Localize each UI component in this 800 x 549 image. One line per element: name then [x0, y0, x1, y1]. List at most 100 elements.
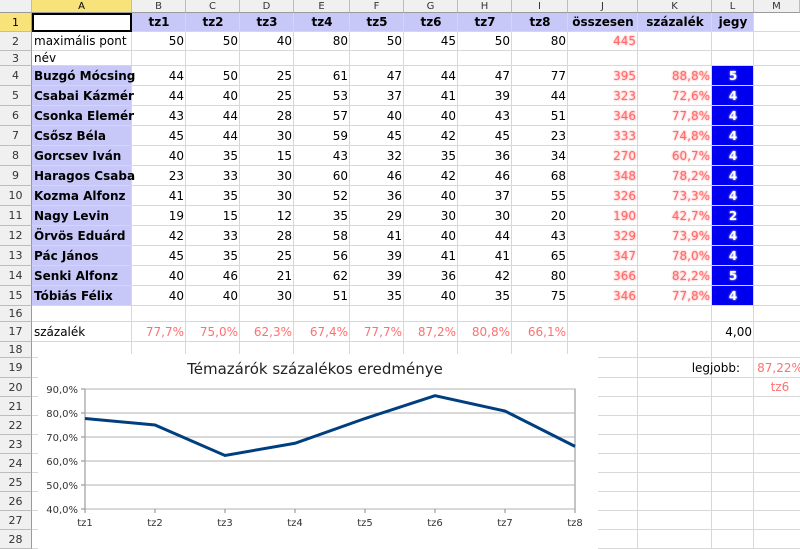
- student-percent[interactable]: 60,7%: [671, 149, 710, 163]
- score-value[interactable]: 23: [550, 129, 566, 143]
- score-value[interactable]: 44: [440, 69, 456, 83]
- score-value[interactable]: 37: [494, 189, 510, 203]
- score-value[interactable]: 35: [494, 289, 510, 303]
- row-header-13[interactable]: 13: [0, 246, 32, 266]
- header-tz7[interactable]: tz7: [474, 15, 496, 29]
- student-name[interactable]: Buzgó Mócsing: [34, 69, 136, 83]
- student-name[interactable]: Kozma Alfonz: [34, 189, 126, 203]
- score-value[interactable]: 42: [440, 129, 456, 143]
- score-value[interactable]: 65: [550, 249, 566, 263]
- score-value[interactable]: 25: [276, 69, 292, 83]
- score-value[interactable]: 35: [440, 149, 456, 163]
- row-header-28[interactable]: 28: [0, 530, 32, 549]
- score-value[interactable]: 41: [168, 189, 184, 203]
- score-value[interactable]: 68: [550, 169, 566, 183]
- score-value[interactable]: 44: [168, 69, 184, 83]
- column-header-j[interactable]: J: [568, 0, 638, 13]
- score-value[interactable]: 55: [550, 189, 566, 203]
- header-százalék[interactable]: százalék: [646, 15, 704, 29]
- score-value[interactable]: 40: [386, 109, 402, 123]
- student-total[interactable]: 348: [613, 169, 636, 183]
- row-header-14[interactable]: 14: [0, 266, 32, 286]
- column-header-g[interactable]: G: [404, 0, 458, 13]
- score-value[interactable]: 77: [550, 69, 566, 83]
- max-value[interactable]: 50: [222, 34, 238, 48]
- student-percent[interactable]: 78,0%: [671, 249, 710, 263]
- student-total[interactable]: 190: [613, 209, 636, 223]
- row-header-22[interactable]: 22: [0, 416, 32, 435]
- student-name[interactable]: Csabai Kázmér: [34, 89, 134, 103]
- score-value[interactable]: 45: [494, 129, 510, 143]
- student-percent[interactable]: 42,7%: [671, 209, 710, 223]
- score-value[interactable]: 58: [332, 229, 348, 243]
- student-percent[interactable]: 74,8%: [671, 129, 710, 143]
- row-header-24[interactable]: 24: [0, 454, 32, 473]
- student-percent[interactable]: 88,8%: [671, 69, 710, 83]
- score-value[interactable]: 44: [222, 109, 238, 123]
- row-header-8[interactable]: 8: [0, 146, 32, 166]
- student-percent[interactable]: 73,3%: [671, 189, 710, 203]
- row-header-7[interactable]: 7: [0, 126, 32, 146]
- student-total[interactable]: 270: [613, 149, 636, 163]
- percent-label[interactable]: százalék: [34, 325, 86, 339]
- row-header-1[interactable]: 1: [0, 13, 32, 32]
- row-header-25[interactable]: 25: [0, 473, 32, 492]
- score-value[interactable]: 30: [276, 189, 292, 203]
- max-value[interactable]: 50: [168, 34, 184, 48]
- header-összesen[interactable]: összesen: [572, 15, 634, 29]
- score-value[interactable]: 47: [494, 69, 510, 83]
- score-value[interactable]: 47: [386, 69, 402, 83]
- score-value[interactable]: 39: [386, 249, 402, 263]
- score-value[interactable]: 45: [168, 249, 184, 263]
- score-value[interactable]: 45: [386, 129, 402, 143]
- score-value[interactable]: 30: [440, 209, 456, 223]
- student-percent[interactable]: 73,9%: [671, 229, 710, 243]
- row-header-19[interactable]: 19: [0, 358, 32, 378]
- score-value[interactable]: 43: [494, 109, 510, 123]
- score-value[interactable]: 57: [332, 109, 348, 123]
- score-value[interactable]: 39: [386, 269, 402, 283]
- score-value[interactable]: 80: [550, 269, 566, 283]
- score-value[interactable]: 46: [386, 169, 402, 183]
- score-value[interactable]: 41: [386, 229, 402, 243]
- score-value[interactable]: 28: [276, 229, 292, 243]
- score-value[interactable]: 35: [222, 249, 238, 263]
- student-grade[interactable]: 2: [728, 209, 738, 223]
- row-header-23[interactable]: 23: [0, 435, 32, 454]
- student-grade[interactable]: 4: [728, 289, 738, 303]
- score-value[interactable]: 40: [222, 289, 238, 303]
- score-value[interactable]: 15: [276, 149, 292, 163]
- student-grade[interactable]: 5: [728, 269, 738, 283]
- column-header-l[interactable]: L: [712, 0, 754, 13]
- row-header-16[interactable]: 16: [0, 306, 32, 322]
- score-value[interactable]: 36: [440, 269, 456, 283]
- row-header-21[interactable]: 21: [0, 397, 32, 416]
- row-header-27[interactable]: 27: [0, 511, 32, 530]
- test-percent[interactable]: 77,7%: [145, 325, 184, 339]
- score-value[interactable]: 61: [332, 69, 348, 83]
- score-value[interactable]: 29: [386, 209, 402, 223]
- score-value[interactable]: 50: [222, 69, 238, 83]
- column-header-c[interactable]: C: [186, 0, 240, 13]
- score-value[interactable]: 30: [276, 129, 292, 143]
- score-value[interactable]: 23: [168, 169, 184, 183]
- score-value[interactable]: 35: [386, 289, 402, 303]
- score-value[interactable]: 40: [168, 269, 184, 283]
- score-value[interactable]: 33: [222, 169, 238, 183]
- student-total[interactable]: 346: [613, 289, 636, 303]
- score-value[interactable]: 56: [332, 249, 348, 263]
- score-value[interactable]: 19: [168, 209, 184, 223]
- max-value[interactable]: 45: [440, 34, 456, 48]
- name-label[interactable]: név: [34, 51, 57, 65]
- best-value[interactable]: 87,22%: [757, 361, 800, 375]
- score-value[interactable]: 41: [440, 89, 456, 103]
- score-value[interactable]: 35: [222, 149, 238, 163]
- column-header-h[interactable]: H: [458, 0, 512, 13]
- score-value[interactable]: 30: [276, 289, 292, 303]
- score-value[interactable]: 37: [386, 89, 402, 103]
- student-name[interactable]: Csősz Béla: [34, 129, 106, 143]
- score-value[interactable]: 52: [332, 189, 348, 203]
- row-header-2[interactable]: 2: [0, 32, 32, 51]
- column-header-b[interactable]: B: [132, 0, 186, 13]
